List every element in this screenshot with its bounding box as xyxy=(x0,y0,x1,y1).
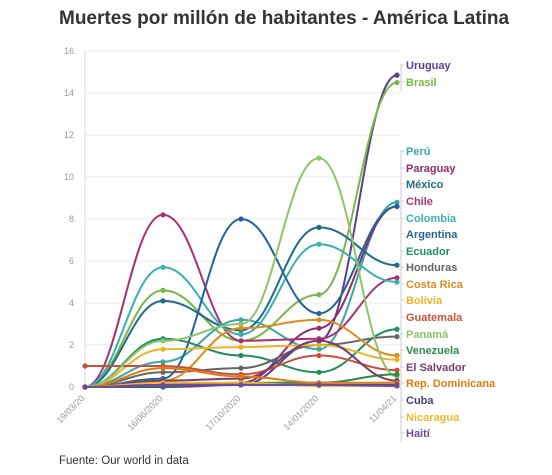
series-label-chile: Chile xyxy=(406,196,433,208)
series-line-brasil xyxy=(84,81,398,388)
series-line-el-salvador xyxy=(84,339,398,388)
series-label-rep-dominicana: Rep. Dominicana xyxy=(406,378,496,390)
point-colombia xyxy=(394,279,400,285)
point-brasil xyxy=(160,287,166,293)
series-label-haiti: Haití xyxy=(406,428,431,440)
series-label-cuba: Cuba xyxy=(406,395,434,407)
point-rep-dominicana xyxy=(238,373,244,380)
point-mexico xyxy=(316,224,322,230)
point-panama xyxy=(316,155,322,161)
series-label-panama: Panamá xyxy=(406,329,449,341)
series-label-uruguay: Uruguay xyxy=(406,60,452,72)
point-panama xyxy=(160,338,166,344)
point-peru xyxy=(316,346,322,352)
point-rep-dominicana xyxy=(160,365,166,371)
point-haiti xyxy=(238,382,244,388)
series-label-nicaragua: Nicaragua xyxy=(406,412,460,424)
y-tick-label: 8 xyxy=(69,214,74,224)
point-costa-rica xyxy=(238,325,244,331)
point-bolivia xyxy=(394,357,400,363)
y-tick-label: 10 xyxy=(64,172,74,182)
point-chile xyxy=(160,212,166,218)
series-line-panama xyxy=(84,157,398,388)
series-label-guatemala: Guatemala xyxy=(406,312,463,324)
x-tick-label: 11/04/21 xyxy=(367,393,398,424)
series-label-ecuador: Ecuador xyxy=(406,246,451,258)
series-label-costa-rica: Costa Rica xyxy=(406,279,464,291)
point-chile xyxy=(238,338,244,344)
point-panama xyxy=(238,321,244,327)
point-uruguay xyxy=(394,72,400,78)
x-tick-label: 14/01/2020 xyxy=(281,393,320,432)
series-label-peru: Perú xyxy=(406,146,430,158)
series-label-honduras: Honduras xyxy=(406,262,457,274)
y-tick-label: 0 xyxy=(69,382,74,392)
y-axis-ticks: 0 2 4 6 8 10 12 14 16 xyxy=(64,46,74,392)
point-costa-rica xyxy=(316,317,322,323)
series-labels: Uruguay Brasil Perú Paraguay México Chile Colo… xyxy=(400,60,496,442)
point-haiti xyxy=(160,382,166,388)
y-tick-label: 2 xyxy=(69,340,74,350)
point-brasil xyxy=(394,79,400,86)
y-tick-label: 12 xyxy=(64,130,74,140)
point-colombia xyxy=(238,331,244,338)
series-label-colombia: Colombia xyxy=(406,213,457,225)
y-tick-label: 4 xyxy=(69,298,74,308)
point-brasil xyxy=(316,292,322,298)
point-colombia xyxy=(160,264,166,270)
series-lines xyxy=(84,74,398,389)
x-axis-ticks: 19/03/20 16/06/2020 17/10/2020 14/01/2020 11… xyxy=(55,393,399,432)
point-chile xyxy=(394,275,400,281)
point-el-salvador xyxy=(316,338,322,344)
point-guatemala xyxy=(82,363,88,369)
point-argentina xyxy=(316,310,322,317)
series-label-el-salvador: El Salvador xyxy=(406,362,467,374)
y-tick-label: 6 xyxy=(69,256,74,266)
point-paraguay xyxy=(316,325,322,331)
point-ecuador xyxy=(238,352,244,359)
chart-title: Muertes por millón de habitantes - Améri… xyxy=(59,8,510,29)
x-tick-label: 17/10/2020 xyxy=(203,393,242,432)
point-colombia xyxy=(316,241,322,247)
point-ecuador xyxy=(316,369,322,375)
series-label-venezuela: Venezuela xyxy=(406,345,460,357)
point-guatemala xyxy=(394,367,400,373)
point-argentina xyxy=(394,203,400,209)
point-guatemala xyxy=(316,352,322,359)
y-tick-label: 14 xyxy=(64,88,74,98)
point-haiti xyxy=(394,383,400,389)
point-peru xyxy=(160,359,166,365)
point-bolivia xyxy=(238,344,244,350)
source-note: Fuente: Our world in data xyxy=(59,455,189,467)
point-venezuela xyxy=(394,371,400,377)
point-bolivia xyxy=(160,346,166,352)
point-honduras xyxy=(238,365,244,371)
series-label-bolivia: Bolivia xyxy=(406,295,443,307)
x-tick-label: 16/06/2020 xyxy=(125,393,164,432)
series-line-chile xyxy=(84,213,398,388)
point-bolivia xyxy=(316,342,322,348)
point-peru xyxy=(238,317,244,323)
point-honduras xyxy=(394,334,400,340)
point-mexico xyxy=(160,298,166,304)
series-label-mexico: México xyxy=(406,179,444,191)
point-argentina xyxy=(238,216,244,222)
point-haiti xyxy=(82,384,88,390)
point-ecuador xyxy=(394,326,400,332)
point-haiti xyxy=(316,382,322,388)
series-label-brasil: Brasil xyxy=(406,77,437,89)
y-tick-label: 16 xyxy=(64,46,74,56)
point-mexico xyxy=(394,262,400,268)
point-honduras xyxy=(160,369,166,375)
series-points xyxy=(82,72,400,390)
series-label-paraguay: Paraguay xyxy=(406,163,456,175)
series-label-argentina: Argentina xyxy=(406,229,458,241)
point-peru xyxy=(394,199,400,205)
point-costa-rica xyxy=(394,352,400,359)
x-tick-label: 19/03/20 xyxy=(55,393,87,425)
